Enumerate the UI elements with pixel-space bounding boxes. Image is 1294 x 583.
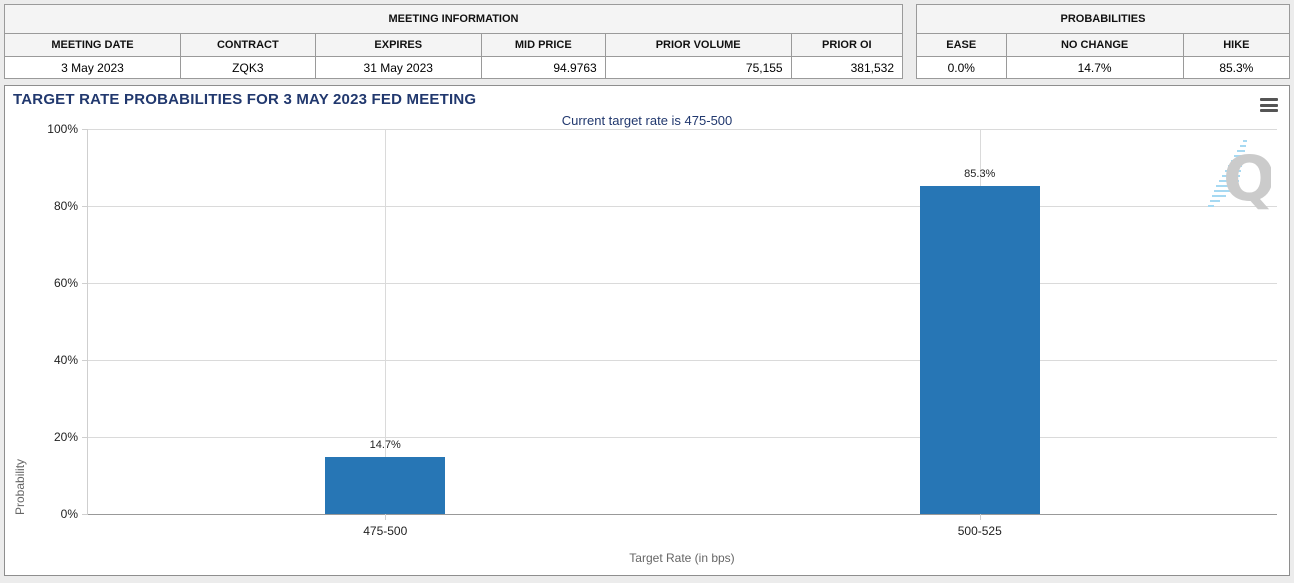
col-header-hike: HIKE — [1182, 33, 1291, 57]
col-header-expires: EXPIRES — [314, 33, 482, 57]
mid-price-value: 94.9763 — [480, 56, 606, 79]
y-gridline — [88, 129, 1277, 130]
x-axis-tick — [979, 514, 981, 520]
fedwatch-chart-panel: TARGET RATE PROBABILITIES FOR 3 MAY 2023… — [4, 85, 1290, 576]
chart-export-menu-button[interactable] — [1260, 98, 1278, 112]
chart-title: TARGET RATE PROBABILITIES FOR 3 MAY 2023… — [13, 91, 477, 108]
probability-bar — [325, 457, 446, 514]
hamburger-menu-icon — [1260, 103, 1278, 107]
bar-data-label: 14.7% — [369, 439, 401, 452]
y-gridline — [88, 206, 1277, 207]
col-header-prior-oi: PRIOR OI — [790, 33, 904, 57]
y-axis-tick-label: 100% — [47, 122, 78, 136]
y-axis-tick — [82, 206, 88, 207]
y-axis-tick-label: 60% — [53, 276, 78, 290]
x-axis-title: Target Rate (in bps) — [629, 551, 735, 565]
y-axis-tick-label: 40% — [53, 353, 78, 367]
no-change-value: 14.7% — [1005, 56, 1184, 79]
y-gridline — [88, 360, 1277, 361]
col-header-mid-price: MID PRICE — [480, 33, 606, 57]
chart-subtitle: Current target rate is 475-500 — [561, 113, 733, 128]
x-gridline — [385, 129, 387, 514]
contract-value: ZQK3 — [180, 56, 316, 79]
meeting-info-header-row: MEETING DATE CONTRACT EXPIRES MID PRICE … — [4, 33, 904, 57]
meeting-info-table-title: MEETING INFORMATION — [4, 4, 903, 34]
prior-oi-value: 381,532 — [790, 56, 904, 79]
expires-value: 31 May 2023 — [314, 56, 482, 79]
col-header-ease: EASE — [916, 33, 1007, 57]
y-axis-tick — [82, 514, 88, 515]
col-header-contract: CONTRACT — [180, 33, 316, 57]
x-axis-category-label: 500-525 — [957, 524, 1002, 538]
probabilities-table: PROBABILITIES EASE NO CHANGE HIKE 0.0% 1… — [916, 4, 1291, 79]
plot-area: 0% 20% 40% 60% 80% 100% 475-500 14.7% 500-525 85.… — [47, 122, 1277, 538]
meeting-date-value: 3 May 2023 — [4, 56, 181, 79]
meeting-info-table: MEETING INFORMATION MEETING DATE CONTRAC… — [4, 4, 904, 79]
top-tables-row: MEETING INFORMATION MEETING DATE CONTRAC… — [4, 4, 1291, 79]
hike-value: 85.3% — [1182, 56, 1291, 79]
ease-value: 0.0% — [916, 56, 1007, 79]
probability-bar — [919, 185, 1040, 514]
hamburger-menu-icon — [1260, 98, 1278, 101]
y-axis-tick-label: 0% — [60, 507, 78, 521]
col-header-no-change: NO CHANGE — [1005, 33, 1184, 57]
y-axis-tick-label: 20% — [53, 430, 78, 444]
prior-volume-value: 75,155 — [604, 56, 792, 79]
y-gridline — [88, 437, 1277, 438]
x-axis-tick — [385, 514, 387, 520]
col-header-meeting-date: MEETING DATE — [4, 33, 181, 57]
y-gridline — [88, 283, 1277, 284]
y-axis-tick — [82, 283, 88, 284]
meeting-info-value-row: 3 May 2023 ZQK3 31 May 2023 94.9763 75,1… — [4, 56, 904, 79]
probabilities-table-title: PROBABILITIES — [916, 4, 1290, 34]
y-axis-tick-label: 80% — [53, 199, 78, 213]
y-axis-tick — [82, 129, 88, 130]
y-axis-tick — [82, 437, 88, 438]
col-header-prior-volume: PRIOR VOLUME — [604, 33, 792, 57]
y-axis-title: Probability — [13, 458, 27, 515]
probabilities-value-row: 0.0% 14.7% 85.3% — [916, 56, 1291, 79]
bar-data-label: 85.3% — [964, 167, 996, 180]
x-axis-category-label: 475-500 — [363, 524, 408, 538]
probabilities-header-row: EASE NO CHANGE HIKE — [916, 33, 1291, 57]
hamburger-menu-icon — [1260, 109, 1278, 112]
y-axis-tick — [82, 360, 88, 361]
